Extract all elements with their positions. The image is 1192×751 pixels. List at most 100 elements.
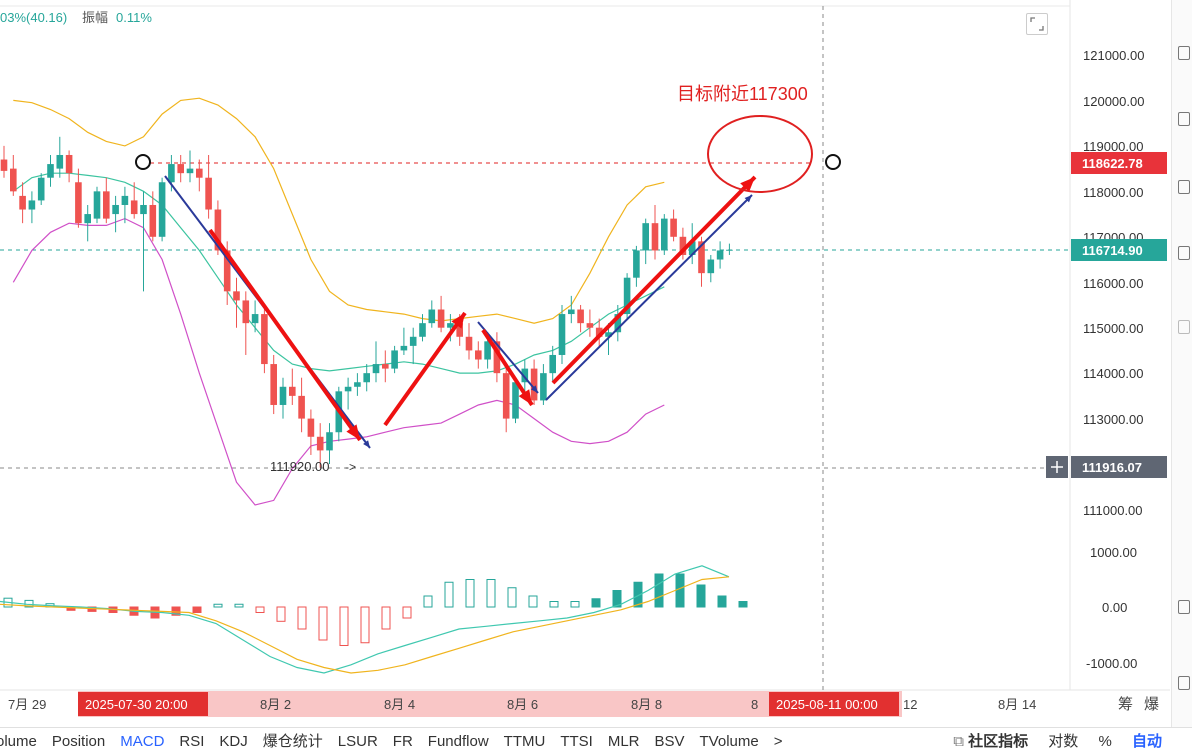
candle <box>651 204 659 260</box>
indicator-tab[interactable]: FR <box>392 733 413 750</box>
toolbar-icon[interactable] <box>1178 180 1190 194</box>
indicator-tab[interactable]: LSUR <box>337 733 378 750</box>
indicator-tab[interactable]: TTMU <box>503 733 546 750</box>
indicator-tab[interactable]: BSV <box>654 733 685 750</box>
amplitude-value: 0.11% <box>116 10 152 25</box>
indicator-tab[interactable]: Fundflow <box>427 733 489 750</box>
candlestick-chart[interactable]: 03%(40.16) 振幅 0.11% 目标附近117300 111920.00… <box>0 0 1192 727</box>
candle-body <box>568 309 575 315</box>
price-tick: 114000.00 <box>1083 366 1144 381</box>
candle-body <box>577 309 584 324</box>
candle-body <box>326 432 333 451</box>
candle-body <box>112 204 119 215</box>
candle-body <box>214 209 222 251</box>
boll-mid-line <box>12 172 665 374</box>
candle-body <box>633 250 640 278</box>
toolbar-icon[interactable] <box>1178 112 1190 126</box>
indicator-tab[interactable]: > <box>773 733 783 750</box>
liquidation-icon[interactable]: 爆 <box>1144 696 1159 713</box>
macd-histogram-bar <box>402 606 412 619</box>
amplitude-label: 振幅 <box>82 10 108 25</box>
macd-histogram-bar <box>423 595 433 608</box>
indicator-tab[interactable]: MLR <box>607 733 640 750</box>
candle-body <box>270 364 277 405</box>
indicator-bar: olume Position MACD RSI KDJ 爆仓统计 LSUR FR Fundflo… <box>0 727 1192 750</box>
target-annotation: 目标附近117300 <box>677 84 808 104</box>
candle <box>316 423 324 468</box>
macd-histogram-bar <box>486 579 496 608</box>
candle <box>149 191 157 242</box>
candle-body <box>103 191 110 219</box>
macd-histogram-bar <box>591 598 601 608</box>
indicator-tab[interactable]: MACD <box>120 733 165 750</box>
candle <box>251 300 259 333</box>
auto-scale-toggle[interactable]: 自动 <box>1131 733 1162 750</box>
candle <box>633 245 640 287</box>
indicator-tab[interactable]: Position <box>51 733 106 750</box>
candle-body <box>242 300 250 324</box>
percent-scale-toggle[interactable]: % <box>1098 733 1112 750</box>
candle <box>261 304 268 374</box>
candle <box>205 154 212 219</box>
red-level-value: 118622.78 <box>1082 156 1143 171</box>
toolbar-icon[interactable] <box>1178 676 1190 690</box>
collapse-icon[interactable] <box>1178 320 1190 334</box>
low-marker-arrow: -> <box>345 460 356 474</box>
candle <box>372 341 380 383</box>
log-scale-toggle[interactable]: 对数 <box>1048 733 1079 750</box>
candle <box>47 154 54 187</box>
macd-histogram-bar <box>549 601 559 608</box>
date-tick: 8月 4 <box>384 697 415 712</box>
candle <box>577 304 584 333</box>
candle <box>400 327 408 355</box>
toolbar-icon[interactable] <box>1178 46 1190 60</box>
candle-body <box>400 345 408 351</box>
low-price-marker: 111920.00 <box>270 459 330 474</box>
expand-icon[interactable] <box>1026 13 1048 35</box>
candle-body <box>344 386 352 392</box>
candle <box>279 377 287 419</box>
candle-body <box>372 364 380 374</box>
candle <box>186 150 194 183</box>
candle-body <box>261 314 268 365</box>
indicator-tab[interactable]: RSI <box>179 733 205 750</box>
candle-body <box>47 164 54 178</box>
macd-histogram-bar <box>381 606 391 630</box>
date-tick: 7月 29 <box>8 697 46 712</box>
chip-distribution-icon[interactable]: 筹 <box>1118 696 1133 713</box>
candle <box>409 327 417 365</box>
macd-tick: 1000.00 <box>1090 545 1137 560</box>
community-indicators-button[interactable]: ⧉ 社区指标 <box>953 733 1029 750</box>
macd-histogram-bar <box>654 573 664 608</box>
candle <box>465 323 473 360</box>
candle <box>670 209 677 242</box>
macd-histogram-bar <box>738 601 748 608</box>
arrow-head <box>740 177 755 192</box>
toolbar-icon[interactable] <box>1178 246 1190 260</box>
boll-upper-line <box>13 97 665 324</box>
date-right-value: 2025-08-11 00:00 <box>776 697 878 712</box>
indicator-tab[interactable]: olume <box>0 733 37 750</box>
candle <box>419 314 426 342</box>
candle-body <box>307 418 315 437</box>
indicator-tab[interactable]: TTSI <box>560 733 593 750</box>
candle-body <box>298 395 305 419</box>
candle-body <box>316 436 324 451</box>
arrow-shaft <box>383 311 467 427</box>
candle <box>177 154 184 183</box>
toolbar-icon[interactable] <box>1178 600 1190 614</box>
indicator-tab[interactable]: 爆仓统计 <box>262 733 323 750</box>
candle <box>475 341 482 369</box>
macd-histogram-bar <box>360 606 370 644</box>
indicator-tab[interactable]: TVolume <box>699 733 759 750</box>
price-tick: 121000.00 <box>1083 48 1144 63</box>
indicator-tab[interactable]: KDJ <box>219 733 248 750</box>
macd-histogram-bar <box>507 587 517 608</box>
candle <box>326 423 333 465</box>
candle <box>614 304 622 342</box>
candle-body <box>698 241 705 274</box>
add-alert-button[interactable] <box>1046 456 1068 478</box>
candle <box>233 277 240 328</box>
candle-body <box>614 314 622 333</box>
date-tick: 8 <box>751 697 758 712</box>
